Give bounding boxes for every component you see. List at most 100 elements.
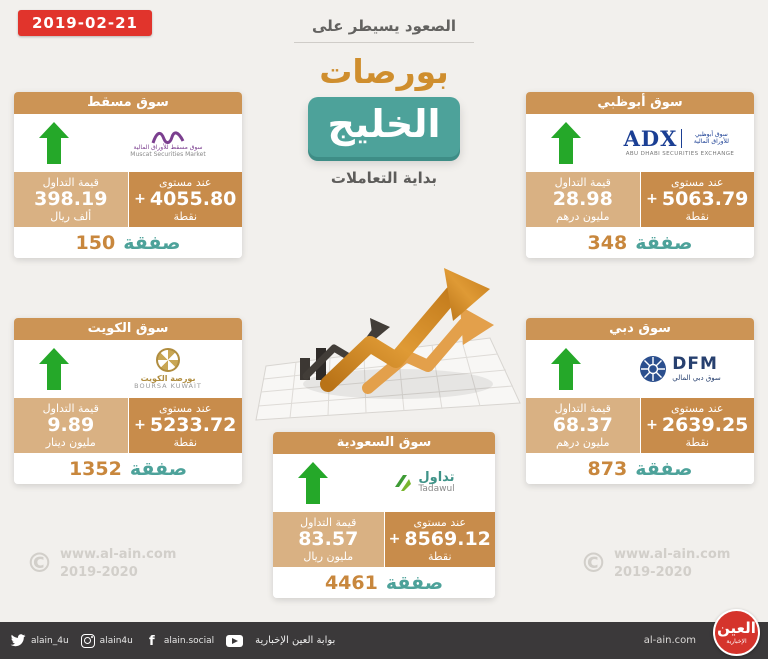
date-badge: 2019-02-21 — [18, 10, 152, 36]
muscat-securities-market-logo: سوق مسقط للأوراق المالية Muscat Securiti… — [94, 125, 242, 162]
twitter-icon — [10, 633, 26, 646]
trade-value-label: قيمة التداول — [42, 175, 99, 189]
deals-row: 1352 صفقة — [14, 453, 242, 484]
alain-logo-main-text: العين — [717, 618, 756, 637]
up-arrow-icon — [526, 348, 606, 390]
points-label: نقطة — [173, 210, 198, 224]
plus-sign: + — [134, 417, 146, 434]
tadawul-logo-english: Tadawul — [418, 484, 455, 495]
facebook-icon: f — [149, 633, 155, 649]
footer-bar: alain_4u alain4u f alain.social بوابة ال… — [0, 622, 768, 659]
muscat-logo-glyph — [151, 131, 185, 144]
trade-value-cell: قيمة التداول 398.19 ألف ريال — [14, 172, 128, 227]
plus-sign: + — [134, 191, 146, 208]
twitter-handle: alain_4u — [31, 635, 69, 646]
index-level-value: 8569.12 — [404, 527, 491, 550]
site-url[interactable]: al-ain.com — [643, 635, 696, 646]
up-arrow-icon — [14, 348, 94, 390]
trade-value-number: 398.19 — [34, 187, 108, 210]
deals-label: صفقة — [635, 457, 693, 480]
title-bourses: بورصات — [319, 52, 449, 91]
adx-logo-arabic: سوق أبوظبي للأوراق المالية — [693, 130, 729, 145]
trade-value-label: قيمة التداول — [300, 515, 357, 529]
tadawul-logo: تداول Tadawul — [353, 468, 495, 497]
watermark-left: © www.al-ain.com 2019-2020 — [26, 546, 176, 581]
trade-value-number: 68.37 — [552, 413, 613, 436]
adx-logo: ADX سوق أبوظبي للأوراق المالية ABU DHABI… — [606, 125, 754, 160]
at-level-label: عند مستوى — [671, 175, 724, 189]
points-label: نقطة — [685, 210, 710, 224]
alain-logo-sub-text: الإخبارية — [726, 637, 747, 645]
tagline: الصعود يسيطر على — [293, 17, 475, 43]
index-level-cell: عند مستوى +8569.12 نقطة — [384, 512, 495, 567]
boursa-kuwait-logo: بورصة الكويت BOURSA KUWAIT — [94, 345, 242, 394]
plus-sign: + — [646, 417, 658, 434]
up-arrow-icon — [14, 122, 94, 164]
deals-row: 348 صفقة — [526, 227, 754, 258]
trade-value-cell: قيمة التداول 9.89 مليون دينار — [14, 398, 128, 453]
alain-news-logo: العين الإخبارية — [713, 609, 760, 656]
adx-logo-english: ABU DHABI SECURITIES EXCHANGE — [625, 151, 735, 158]
trade-value-cell: قيمة التداول 68.37 مليون درهم — [526, 398, 640, 453]
watermark-right: © www.al-ain.com 2019-2020 — [580, 546, 730, 581]
points-label: نقطة — [427, 550, 452, 564]
trade-value-number: 9.89 — [47, 413, 95, 436]
header: الصعود يسيطر على بورصات الخليج بداية الت… — [224, 16, 544, 187]
trade-value-cell: قيمة التداول 83.57 مليون ريال — [273, 512, 384, 567]
watermark-years: 2019-2020 — [614, 564, 692, 580]
muscat-logo-english: Muscat Securities Market — [130, 150, 206, 158]
trade-value-number: 28.98 — [552, 187, 613, 210]
market-card-dubai: سوق دبي DFM — [526, 318, 754, 484]
deals-count: 150 — [75, 231, 116, 254]
twitter-account[interactable]: alain_4u — [10, 633, 69, 648]
youtube-icon — [226, 634, 244, 647]
trade-value-unit: ألف ريال — [50, 210, 92, 224]
up-arrow-icon — [526, 122, 606, 164]
tadawul-glyph — [395, 475, 412, 491]
index-level-value: 4055.80 — [149, 187, 237, 210]
instagram-icon — [80, 633, 95, 648]
kuwait-logo-arabic: بورصة الكويت — [140, 373, 196, 383]
at-level-label: عند مستوى — [159, 175, 212, 189]
market-card-abudhabi: سوق أبوظبي ADX سوق أبوظبي للأوراق المالي… — [526, 92, 754, 258]
subtitle-trading-start: بداية التعاملات — [330, 169, 438, 187]
title-gulf-badge: الخليج — [308, 97, 460, 157]
deals-row: 150 صفقة — [14, 227, 242, 258]
dfm-emblem — [640, 356, 667, 382]
at-level-label: عند مستوى — [671, 401, 724, 415]
trade-value-label: قيمة التداول — [554, 401, 611, 415]
dfm-logo-arabic: سوق دبي المالي — [672, 373, 721, 382]
trade-value-label: قيمة التداول — [42, 401, 99, 415]
muscat-logo-arabic: سوق مسقط للأوراق المالية — [133, 143, 203, 151]
adx-logo-separator — [681, 129, 683, 149]
plus-sign: + — [646, 191, 658, 208]
trade-value-cell: قيمة التداول 28.98 مليون درهم — [526, 172, 640, 227]
market-card-muscat: سوق مسقط سوق مسقط للأوراق المالية Muscat… — [14, 92, 242, 258]
deals-label: صفقة — [123, 231, 181, 254]
trade-value-number: 83.57 — [298, 527, 359, 550]
market-card-saudi: سوق السعودية تداول Tadawul — [273, 432, 495, 598]
instagram-account[interactable]: alain4u — [80, 633, 133, 648]
deals-label: صفقة — [385, 571, 444, 594]
watermark-years: 2019-2020 — [60, 564, 138, 580]
points-label: نقطة — [173, 436, 198, 450]
trade-value-unit: مليون دينار — [45, 436, 96, 450]
market-title: سوق مسقط — [14, 92, 242, 114]
dfm-logo: DFM سوق دبي المالي — [606, 352, 754, 386]
index-level-cell: عند مستوى +4055.80 نقطة — [128, 172, 242, 227]
facebook-handle: alain.social — [163, 635, 215, 646]
boursa-kuwait-emblem — [156, 347, 180, 372]
market-title: سوق السعودية — [273, 432, 495, 454]
youtube-account[interactable] — [226, 634, 244, 647]
facebook-account[interactable]: f alain.social — [145, 634, 214, 648]
deals-label: صفقة — [635, 231, 693, 254]
deals-row: 4461 صفقة — [273, 567, 495, 598]
growth-arrows-illustration — [255, 268, 521, 421]
watermark-url: www.al-ain.com — [60, 547, 177, 562]
deals-count: 4461 — [324, 571, 378, 594]
copyright-icon: © — [580, 548, 607, 580]
market-card-kuwait: سوق الكويت بورصة الكويت BOURSA KUWAIT عن… — [14, 318, 242, 484]
index-level-cell: عند مستوى +2639.25 نقطة — [640, 398, 754, 453]
index-level-cell: عند مستوى +5063.79 نقطة — [640, 172, 754, 227]
